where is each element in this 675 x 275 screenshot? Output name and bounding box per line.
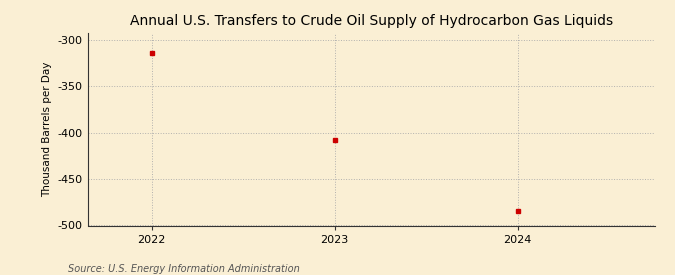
- Y-axis label: Thousand Barrels per Day: Thousand Barrels per Day: [43, 62, 52, 197]
- Title: Annual U.S. Transfers to Crude Oil Supply of Hydrocarbon Gas Liquids: Annual U.S. Transfers to Crude Oil Suppl…: [130, 14, 613, 28]
- Text: Source: U.S. Energy Information Administration: Source: U.S. Energy Information Administ…: [68, 264, 299, 274]
